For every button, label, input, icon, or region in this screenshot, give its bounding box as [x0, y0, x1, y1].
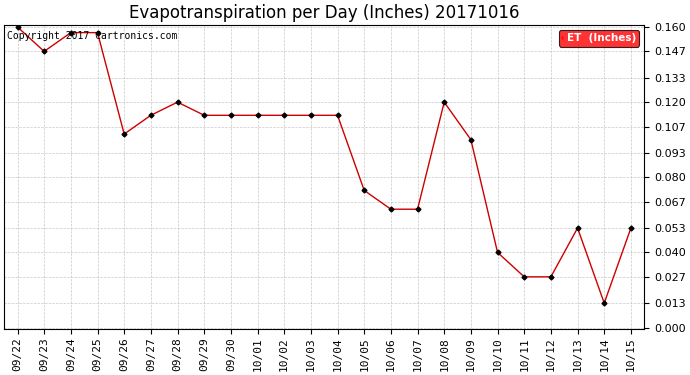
- Legend: ET  (Inches): ET (Inches): [560, 30, 639, 46]
- Text: Copyright 2017 Cartronics.com: Copyright 2017 Cartronics.com: [8, 31, 178, 41]
- Title: Evapotranspiration per Day (Inches) 20171016: Evapotranspiration per Day (Inches) 2017…: [129, 4, 520, 22]
